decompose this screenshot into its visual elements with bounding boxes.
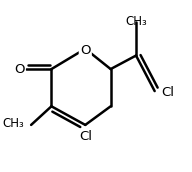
Text: CH₃: CH₃: [3, 117, 24, 130]
Text: Cl: Cl: [161, 86, 174, 99]
Text: CH₃: CH₃: [125, 15, 147, 28]
Text: O: O: [80, 44, 90, 57]
Text: Cl: Cl: [79, 130, 92, 143]
Text: O: O: [14, 63, 25, 76]
